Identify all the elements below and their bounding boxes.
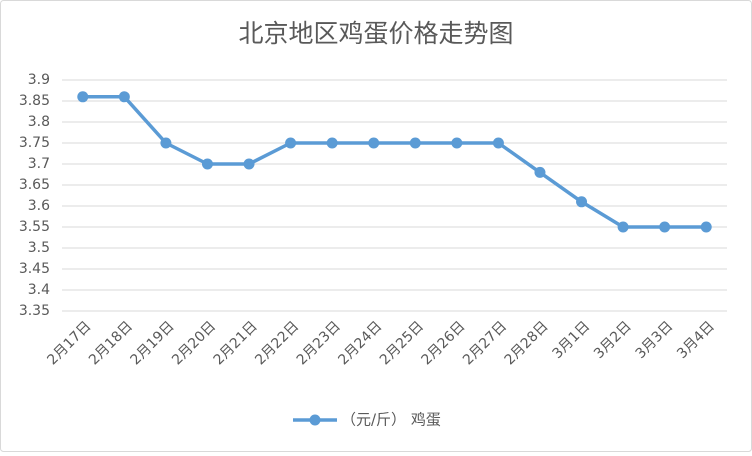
data-point (534, 166, 546, 178)
y-tick-label: 3.4 (28, 282, 50, 298)
data-point (285, 137, 297, 149)
data-point (451, 137, 463, 149)
data-point (326, 137, 338, 149)
y-tick-label: 3.9 (28, 72, 50, 88)
data-point (617, 221, 629, 233)
legend-label: （元/斤） 鸡蛋 (341, 411, 441, 429)
y-tick-label: 3.6 (28, 198, 50, 214)
y-tick-label: 3.35 (19, 303, 50, 319)
y-tick-label: 3.8 (28, 114, 50, 130)
legend-marker (309, 414, 321, 426)
y-tick-label: 3.85 (19, 93, 50, 109)
data-point (201, 158, 213, 170)
data-point (243, 158, 255, 170)
chart-title: 北京地区鸡蛋价格走势图 (238, 19, 513, 48)
y-tick-label: 3.65 (19, 177, 50, 193)
y-tick-label: 3.5 (28, 240, 50, 256)
y-tick-label: 3.7 (28, 156, 50, 172)
data-point (576, 196, 588, 208)
data-point (492, 137, 504, 149)
data-point (160, 137, 172, 149)
y-tick-label: 3.75 (19, 135, 50, 151)
data-point (77, 91, 89, 103)
y-tick-label: 3.55 (19, 219, 50, 235)
data-point (659, 221, 671, 233)
data-point (409, 137, 421, 149)
data-point (700, 221, 712, 233)
series-line (82, 95, 707, 229)
data-point (368, 137, 380, 149)
data-point (118, 91, 130, 103)
y-tick-label: 3.45 (19, 261, 50, 277)
